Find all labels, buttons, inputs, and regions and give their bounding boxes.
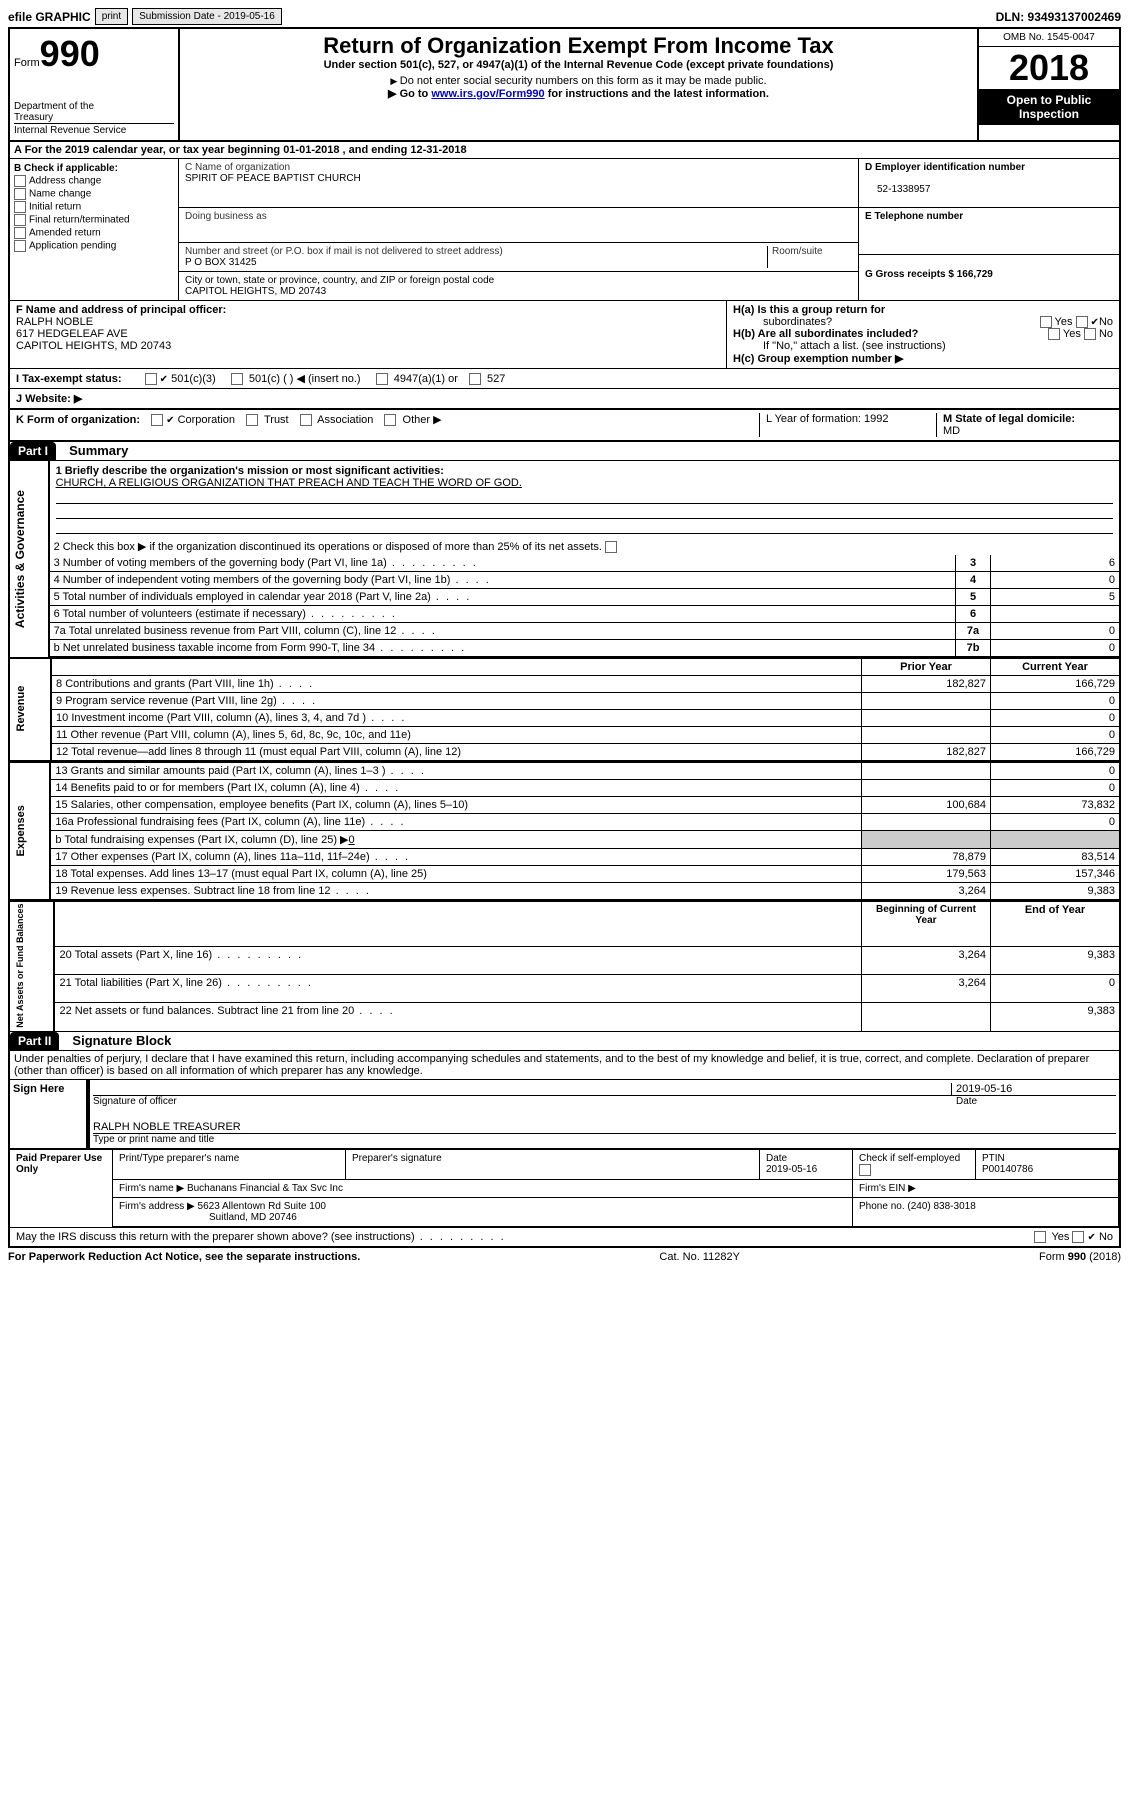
line17: 17 Other expenses (Part IX, column (A), … bbox=[55, 851, 410, 863]
val7a: 0 bbox=[991, 623, 1120, 640]
city-label: City or town, state or province, country… bbox=[185, 275, 494, 286]
line1-label: 1 Briefly describe the organization's mi… bbox=[56, 465, 444, 477]
side-expenses: Expenses bbox=[10, 762, 50, 900]
line16b: b Total fundraising expenses (Part IX, c… bbox=[55, 834, 348, 846]
line21: 21 Total liabilities (Part X, line 26) bbox=[59, 977, 312, 989]
side-governance: Activities & Governance bbox=[10, 461, 49, 657]
form-label: Form990 bbox=[14, 33, 174, 75]
ptin-label: PTIN bbox=[982, 1153, 1005, 1164]
line10: 10 Investment income (Part VIII, column … bbox=[56, 712, 406, 724]
org-name-label: C Name of organization bbox=[185, 162, 290, 173]
line8: 8 Contributions and grants (Part VIII, l… bbox=[56, 678, 314, 690]
perjury-text: Under penalties of perjury, I declare th… bbox=[10, 1050, 1119, 1079]
omb: OMB No. 1545-0047 bbox=[979, 29, 1119, 47]
row-i: I Tax-exempt status: 501(c)(3) 501(c) ( … bbox=[9, 369, 1120, 389]
row-j: J Website: ▶ bbox=[9, 389, 1120, 410]
dln: DLN: 93493137002469 bbox=[996, 10, 1121, 24]
line6: 6 Total number of volunteers (estimate i… bbox=[54, 608, 397, 620]
city: CAPITOL HEIGHTS, MD 20743 bbox=[185, 286, 326, 297]
line22: 22 Net assets or fund balances. Subtract… bbox=[59, 1005, 394, 1017]
prep-date-label: Date bbox=[766, 1153, 787, 1164]
line3: 3 Number of voting members of the govern… bbox=[54, 557, 478, 569]
date-label: Date bbox=[956, 1096, 1116, 1107]
addr: P O BOX 31425 bbox=[185, 257, 257, 268]
note-ssn: Do not enter social security numbers on … bbox=[184, 75, 973, 87]
part2-title: Signature Block bbox=[72, 1033, 171, 1048]
state-domicile: M State of legal domicile:MD bbox=[936, 413, 1113, 437]
line1-value: CHURCH, A RELIGIOUS ORGANIZATION THAT PR… bbox=[56, 477, 522, 489]
ein-label: D Employer identification number bbox=[865, 162, 1025, 173]
val5: 5 bbox=[991, 589, 1120, 606]
val3: 6 bbox=[991, 555, 1120, 572]
line19: 19 Revenue less expenses. Subtract line … bbox=[55, 885, 371, 897]
line11: 11 Other revenue (Part VIII, column (A),… bbox=[56, 729, 411, 741]
prep-name-label: Print/Type preparer's name bbox=[119, 1153, 239, 1164]
print-button[interactable]: print bbox=[95, 8, 128, 25]
firm-addr-label: Firm's address ▶ bbox=[119, 1201, 195, 1212]
phone-label: E Telephone number bbox=[865, 211, 963, 222]
sign-here: Sign Here bbox=[10, 1079, 88, 1148]
line13: 13 Grants and similar amounts paid (Part… bbox=[55, 765, 426, 777]
val4: 0 bbox=[991, 572, 1120, 589]
org-name: SPIRIT OF PEACE BAPTIST CHURCH bbox=[185, 173, 361, 184]
paid-preparer: Paid Preparer Use Only bbox=[10, 1149, 113, 1227]
gross-receipts: G Gross receipts $ 166,729 bbox=[865, 269, 993, 280]
top-bar: efile GRAPHIC print Submission Date - 20… bbox=[8, 8, 1121, 25]
bcy-header: Beginning of Current Year bbox=[862, 901, 991, 946]
dba-label: Doing business as bbox=[185, 211, 267, 222]
side-netassets: Net Assets or Fund Balances bbox=[10, 901, 54, 1031]
type-name-label: Type or print name and title bbox=[93, 1134, 1116, 1145]
box-h: H(a) Is this a group return for subordin… bbox=[727, 301, 1119, 368]
self-employed-check: Check if self-employed bbox=[859, 1153, 960, 1164]
eoy-header: End of Year bbox=[991, 901, 1120, 946]
note-link: ▶ Go to www.irs.gov/Form990 for instruct… bbox=[184, 87, 973, 100]
part1-tab: Part I bbox=[10, 442, 56, 460]
sig-officer-label: Signature of officer bbox=[93, 1096, 956, 1107]
line20: 20 Total assets (Part X, line 16) bbox=[59, 949, 303, 961]
line12: 12 Total revenue—add lines 8 through 11 … bbox=[56, 746, 461, 758]
dept: Department of the Treasury Internal Reve… bbox=[14, 101, 174, 136]
line4: 4 Number of independent voting members o… bbox=[54, 574, 491, 586]
room-label: Room/suite bbox=[772, 246, 823, 257]
part1-title: Summary bbox=[69, 443, 128, 458]
irs-link[interactable]: www.irs.gov/Form990 bbox=[431, 88, 544, 100]
firm-ein-label: Firm's EIN ▶ bbox=[859, 1183, 916, 1194]
form-title: Return of Organization Exempt From Incom… bbox=[184, 33, 973, 59]
line14: 14 Benefits paid to or for members (Part… bbox=[55, 782, 400, 794]
year-formation: L Year of formation: 1992 bbox=[759, 413, 936, 437]
submission-date: Submission Date - 2019-05-16 bbox=[132, 8, 282, 25]
sig-date: 2019-05-16 bbox=[951, 1083, 1116, 1095]
officer-name: RALPH NOBLE TREASURER bbox=[93, 1113, 1116, 1134]
part2-tab: Part II bbox=[10, 1032, 59, 1050]
val7b: 0 bbox=[991, 640, 1120, 657]
section-a: A For the 2019 calendar year, or tax yea… bbox=[9, 141, 1120, 159]
form-subtitle: Under section 501(c), 527, or 4947(a)(1)… bbox=[184, 59, 973, 71]
line16a: 16a Professional fundraising fees (Part … bbox=[55, 816, 405, 828]
box-b: B Check if applicable: Address change Na… bbox=[10, 159, 179, 300]
line15: 15 Salaries, other compensation, employe… bbox=[55, 799, 468, 811]
footer: For Paperwork Reduction Act Notice, see … bbox=[8, 1248, 1121, 1263]
tax-year: 2018 bbox=[979, 47, 1119, 89]
prep-sig-label: Preparer's signature bbox=[352, 1153, 442, 1164]
val6 bbox=[991, 606, 1120, 623]
current-year-header: Current Year bbox=[991, 658, 1120, 676]
discuss-label: May the IRS discuss this return with the… bbox=[16, 1231, 506, 1243]
line5: 5 Total number of individuals employed i… bbox=[54, 591, 472, 603]
prior-year-header: Prior Year bbox=[862, 658, 991, 676]
open-public: Open to PublicInspection bbox=[979, 89, 1119, 125]
form-table: Form990 Department of the Treasury Inter… bbox=[8, 27, 1121, 1248]
efile-label: efile GRAPHIC bbox=[8, 10, 91, 24]
ein: 52-1338957 bbox=[865, 184, 930, 195]
phone-no: Phone no. (240) 838-3018 bbox=[859, 1201, 976, 1212]
line7a: 7a Total unrelated business revenue from… bbox=[54, 625, 437, 637]
line2: 2 Check this box ▶ if the organization d… bbox=[54, 541, 602, 553]
line18: 18 Total expenses. Add lines 13–17 (must… bbox=[55, 868, 427, 880]
side-revenue: Revenue bbox=[10, 658, 51, 761]
box-f: F Name and address of principal officer:… bbox=[10, 301, 727, 368]
row-k: K Form of organization: Corporation Trus… bbox=[16, 413, 759, 437]
addr-label: Number and street (or P.O. box if mail i… bbox=[185, 246, 503, 257]
line7b: b Net unrelated business taxable income … bbox=[54, 642, 467, 654]
line9: 9 Program service revenue (Part VIII, li… bbox=[56, 695, 317, 707]
firm-name-label: Firm's name ▶ bbox=[119, 1183, 184, 1194]
